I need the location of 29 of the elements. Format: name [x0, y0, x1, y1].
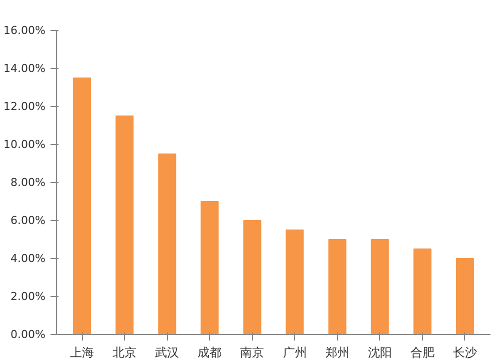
y-tick-label: 0.00%: [10, 328, 46, 341]
y-tick-label: 16.00%: [4, 24, 46, 37]
y-tick-label: 8.00%: [10, 176, 46, 189]
y-tick-label: 12.00%: [4, 100, 46, 113]
bar: [456, 258, 474, 334]
bar: [286, 230, 304, 334]
bar: [200, 201, 219, 334]
x-tick-label: 长沙: [452, 346, 477, 360]
x-tick-label: 郑州: [325, 346, 350, 360]
x-tick-label: 南京: [240, 346, 264, 360]
bar: [328, 239, 346, 334]
x-tick-label: 武汉: [155, 346, 180, 360]
x-tick-label: 北京: [112, 346, 137, 360]
x-tick-label: 沈阳: [368, 346, 392, 360]
y-tick-label: 6.00%: [10, 214, 46, 227]
bar: [116, 116, 134, 334]
bar: [73, 78, 92, 334]
x-tick-label: 上海: [70, 346, 94, 360]
bar: [243, 220, 262, 334]
bar: [413, 248, 432, 334]
y-tick-label: 14.00%: [4, 62, 46, 75]
x-tick-label: 成都: [198, 346, 222, 360]
x-tick-label: 广州: [282, 346, 307, 360]
y-tick-label: 10.00%: [4, 138, 46, 151]
bar: [158, 154, 176, 334]
bar: [370, 239, 389, 334]
x-tick-label: 合肥: [410, 346, 434, 360]
y-tick-label: 4.00%: [10, 252, 46, 265]
y-tick-label: 2.00%: [10, 290, 46, 303]
